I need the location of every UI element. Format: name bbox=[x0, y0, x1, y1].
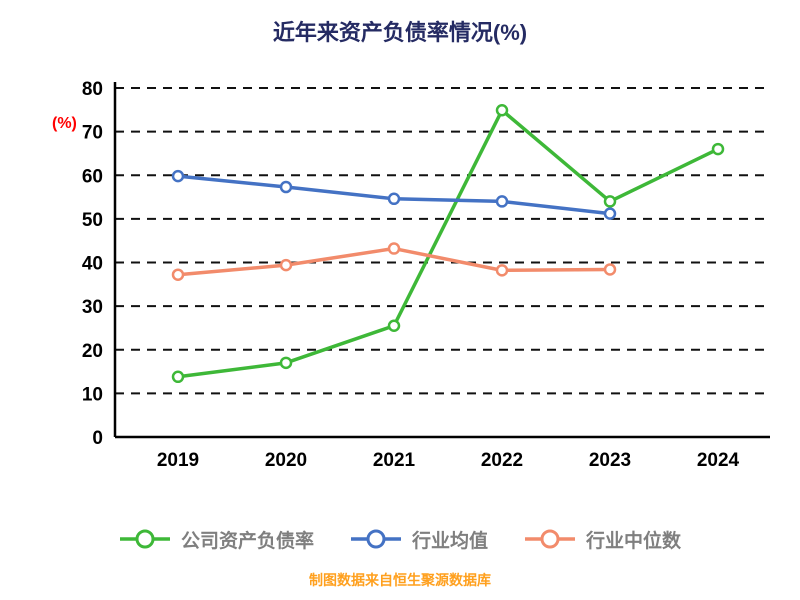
legend-marker-company-ratio bbox=[119, 529, 170, 549]
data-point-0 bbox=[711, 142, 725, 156]
data-point-0 bbox=[387, 319, 401, 333]
data-point-1 bbox=[171, 169, 185, 183]
x-tick-label: 2020 bbox=[265, 450, 307, 471]
data-source-note: 制图数据来自恒生聚源数据库 bbox=[309, 572, 491, 588]
y-tick-label: 30 bbox=[82, 297, 103, 318]
y-tick-label: 0 bbox=[92, 428, 103, 449]
data-point-1 bbox=[495, 195, 509, 208]
legend-item-industry-median[interactable]: 行业中位数 bbox=[524, 526, 681, 553]
y-tick-label: 80 bbox=[82, 79, 103, 100]
x-tick-label: 2023 bbox=[589, 450, 631, 471]
x-tick-label: 2024 bbox=[697, 450, 740, 471]
data-point-2 bbox=[279, 258, 293, 272]
x-tick-label: 2021 bbox=[373, 450, 416, 471]
data-point-0 bbox=[603, 195, 617, 208]
y-tick-label: 10 bbox=[82, 384, 103, 405]
y-tick-label: 60 bbox=[82, 166, 103, 187]
data-point-0 bbox=[171, 370, 185, 384]
y-tick-label: 50 bbox=[82, 210, 103, 231]
data-point-2 bbox=[495, 264, 509, 277]
y-axis-label: (%) bbox=[52, 115, 77, 132]
data-point-1 bbox=[387, 192, 401, 206]
x-tick-label: 2019 bbox=[157, 450, 199, 471]
legend: 公司资产负债率 行业均值 行业中位数 bbox=[0, 524, 800, 554]
legend-label-company-ratio: 公司资产负债率 bbox=[180, 530, 314, 552]
chart-plot: 0 10 20 30 40 50 60 70 80 (%) 2019 2020 2021 2022 2023… bbox=[52, 79, 770, 471]
legend-label-industry-median: 行业中位数 bbox=[586, 530, 682, 552]
chart-title: 近年来资产负债率情况(%) bbox=[272, 20, 528, 45]
data-point-2 bbox=[387, 242, 401, 255]
x-tick-label: 2022 bbox=[481, 450, 523, 471]
legend-label-industry-mean: 行业均值 bbox=[411, 530, 488, 552]
data-point-1 bbox=[603, 207, 617, 220]
legend-marker-industry-median bbox=[525, 529, 575, 549]
data-point-0 bbox=[279, 356, 293, 370]
legend-item-industry-mean[interactable]: 行业均值 bbox=[350, 526, 488, 553]
data-point-2 bbox=[603, 263, 617, 276]
series-line-0 bbox=[177, 108, 719, 379]
data-point-0 bbox=[495, 103, 509, 117]
data-point-1 bbox=[279, 180, 293, 194]
y-tick-label: 40 bbox=[82, 254, 103, 275]
data-point-2 bbox=[171, 268, 185, 281]
legend-marker-industry-mean bbox=[350, 529, 401, 549]
y-tick-label: 20 bbox=[82, 341, 103, 362]
legend-item-company-ratio[interactable]: 公司资产负债率 bbox=[119, 526, 314, 553]
y-tick-label: 70 bbox=[82, 123, 103, 144]
